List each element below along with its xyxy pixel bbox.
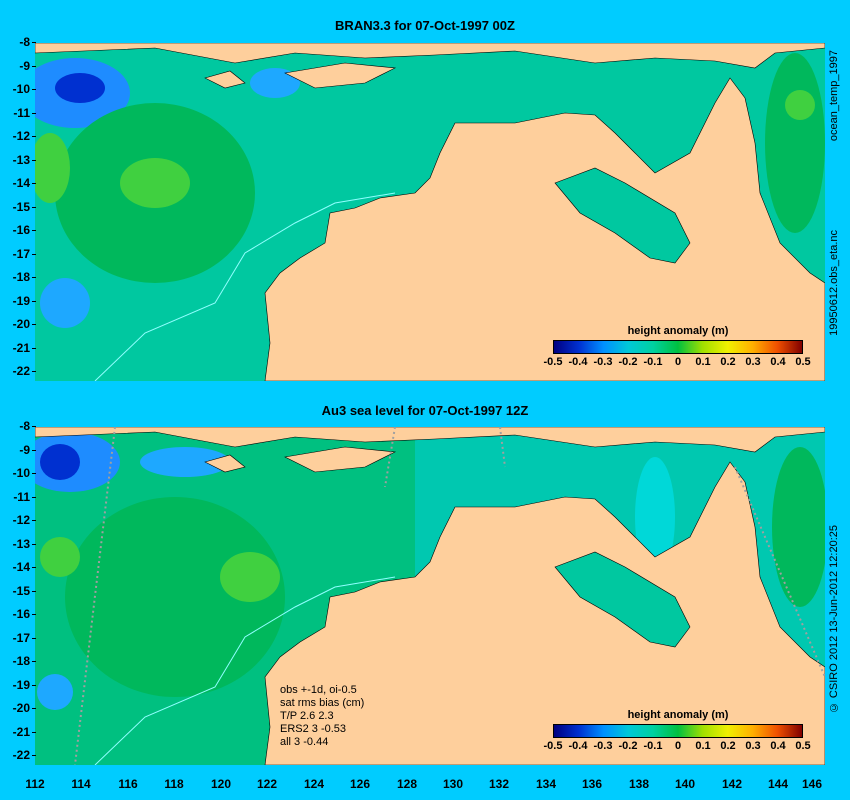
x-tick: 122: [256, 777, 278, 791]
y-tick: -22: [2, 748, 36, 762]
stats-line: obs +-1d, oi-0.5: [280, 684, 357, 696]
y-tick: -14: [2, 560, 36, 574]
y-tick: -9: [2, 59, 36, 73]
y-tick: -11: [2, 106, 36, 120]
stats-line: T/P 2.6 2.3: [280, 710, 334, 722]
colorbar-gradient: [553, 724, 803, 738]
stats-box: obs +-1d, oi-0.5 sat rms bias (cm) T/P 2…: [280, 684, 364, 749]
panel-1-map: height anomaly (m) -0.5 -0.4 -0.3 -0.2 -…: [35, 43, 825, 381]
colorbar-tick: -0.1: [643, 740, 663, 752]
y-tick: -18: [2, 654, 36, 668]
colorbar-ticks: -0.5 -0.4 -0.3 -0.2 -0.1 0 0.1 0.2 0.3 0…: [544, 354, 811, 368]
y-tick: -9: [2, 443, 36, 457]
colorbar-tick: 0.2: [720, 356, 736, 368]
y-tick: -18: [2, 270, 36, 284]
y-tick: -19: [2, 678, 36, 692]
x-tick: 138: [628, 777, 650, 791]
y-tick: -13: [2, 153, 36, 167]
x-tick: 134: [535, 777, 557, 791]
colorbar-tick: 0.1: [695, 356, 711, 368]
x-tick: 146: [801, 777, 823, 791]
colorbar-tick: -0.3: [593, 356, 613, 368]
y-tick: -17: [2, 247, 36, 261]
panel-2-colorbar: height anomaly (m) -0.5 -0.4 -0.3 -0.2 -…: [544, 709, 811, 752]
y-tick: -16: [2, 607, 36, 621]
colorbar-tick: -0.5: [543, 356, 563, 368]
colorbar-tick: 0.5: [795, 740, 811, 752]
y-tick: -10: [2, 82, 36, 96]
x-tick: 116: [118, 777, 138, 791]
x-tick: 126: [349, 777, 371, 791]
colorbar-tick: -0.4: [568, 356, 588, 368]
panel-2-map: height anomaly (m) -0.5 -0.4 -0.3 -0.2 -…: [35, 427, 825, 765]
top-right-label: ocean_temp_1997: [828, 50, 840, 142]
colorbar-gradient: [553, 340, 803, 354]
colorbar-tick: 0.3: [745, 356, 761, 368]
y-tick: -15: [2, 584, 36, 598]
colorbar-tick: 0: [674, 740, 682, 752]
x-tick: 114: [71, 777, 91, 791]
y-tick: -13: [2, 537, 36, 551]
y-tick: -16: [2, 223, 36, 237]
y-tick: -21: [2, 341, 36, 355]
panel-2-side-label: © CSIRO 2012 13-Jun-2012 12:20:25: [828, 525, 840, 714]
y-tick: -15: [2, 200, 36, 214]
colorbar-ticks: -0.5 -0.4 -0.3 -0.2 -0.1 0 0.1 0.2 0.3 0…: [544, 738, 811, 752]
colorbar-tick: 0.1: [695, 740, 711, 752]
y-tick: -8: [2, 419, 36, 433]
colorbar-tick: -0.2: [618, 356, 638, 368]
colorbar-tick: 0.5: [795, 356, 811, 368]
x-tick: 144: [767, 777, 789, 791]
y-tick: -10: [2, 466, 36, 480]
y-tick: -12: [2, 129, 36, 143]
panel-1-field: [35, 43, 825, 381]
x-tick: 130: [442, 777, 464, 791]
colorbar-tick: 0.4: [770, 356, 786, 368]
colorbar-tick: -0.4: [568, 740, 588, 752]
colorbar-title: height anomaly (m): [627, 709, 729, 721]
colorbar-tick: 0.2: [720, 740, 736, 752]
colorbar-tick: -0.1: [643, 356, 663, 368]
stats-line: all 3 -0.44: [280, 736, 329, 748]
colorbar-title: height anomaly (m): [627, 325, 729, 337]
panel-1-title: BRAN3.3 for 07-Oct-1997 00Z: [335, 18, 515, 33]
panel-1-side-label: 19950612.obs_eta.nc: [828, 230, 840, 336]
y-tick: -8: [2, 35, 36, 49]
y-tick: -19: [2, 294, 36, 308]
x-tick: 118: [164, 777, 184, 791]
stats-line: sat rms bias (cm): [280, 697, 365, 709]
y-tick: -22: [2, 364, 36, 378]
x-tick: 124: [303, 777, 325, 791]
stats-line: ERS2 3 -0.53: [280, 723, 347, 735]
colorbar-tick: -0.3: [593, 740, 613, 752]
panel-2-field: [35, 427, 825, 765]
y-tick: -21: [2, 725, 36, 739]
y-tick: -20: [2, 317, 36, 331]
x-tick: 132: [488, 777, 510, 791]
colorbar-tick: -0.5: [543, 740, 563, 752]
y-tick: -20: [2, 701, 36, 715]
colorbar-tick: -0.2: [618, 740, 638, 752]
colorbar-tick: 0: [674, 356, 682, 368]
x-tick: 136: [581, 777, 603, 791]
x-tick: 142: [721, 777, 743, 791]
panel-2-title: Au3 sea level for 07-Oct-1997 12Z: [321, 403, 529, 418]
y-tick: -11: [2, 490, 36, 504]
y-tick: -17: [2, 631, 36, 645]
panel-1-colorbar: height anomaly (m) -0.5 -0.4 -0.3 -0.2 -…: [544, 325, 811, 368]
y-tick: -12: [2, 513, 36, 527]
y-tick: -14: [2, 176, 36, 190]
x-tick: 140: [674, 777, 696, 791]
x-tick: 112: [25, 777, 45, 791]
colorbar-tick: 0.3: [745, 740, 761, 752]
x-tick: 128: [396, 777, 418, 791]
x-tick: 120: [210, 777, 232, 791]
colorbar-tick: 0.4: [770, 740, 786, 752]
